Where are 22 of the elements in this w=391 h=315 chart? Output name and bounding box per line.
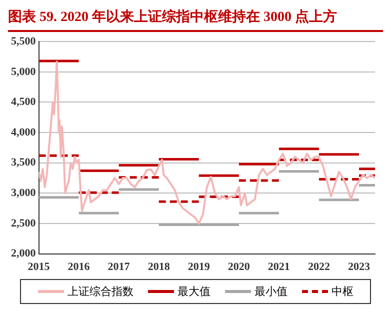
x-tick-label: 2021: [268, 261, 290, 274]
y-tick-label: 3,500: [11, 156, 36, 169]
y-tick-label: 4,500: [11, 96, 36, 108]
y-tick-label: 2,500: [11, 217, 36, 230]
legend-label: 最大值: [178, 285, 210, 299]
y-tick-label: 4,000: [11, 126, 36, 138]
y-tick-label: 5,000: [11, 66, 36, 78]
x-tick-label: 2023: [348, 261, 370, 274]
legend-label: 中枢: [332, 285, 354, 299]
chart-title: 图表 59. 2020 年以来上证综指中枢维持在 3000 点上方: [8, 8, 383, 32]
x-tick-label: 2022: [308, 261, 330, 274]
legend-label: 上证综合指数: [68, 284, 134, 299]
x-tick-label: 2015: [28, 261, 50, 274]
x-tick-label: 2019: [188, 261, 210, 274]
x-tick-label: 2018: [148, 261, 170, 274]
x-tick-label: 2017: [108, 261, 130, 274]
y-tick-label: 2,000: [11, 248, 36, 260]
y-tick-label: 5,500: [11, 35, 36, 48]
x-tick-label: 2020: [228, 261, 250, 274]
x-tick-label: 2016: [68, 261, 90, 274]
legend-label: 最小值: [254, 285, 288, 299]
y-tick-label: 3,000: [11, 187, 36, 200]
